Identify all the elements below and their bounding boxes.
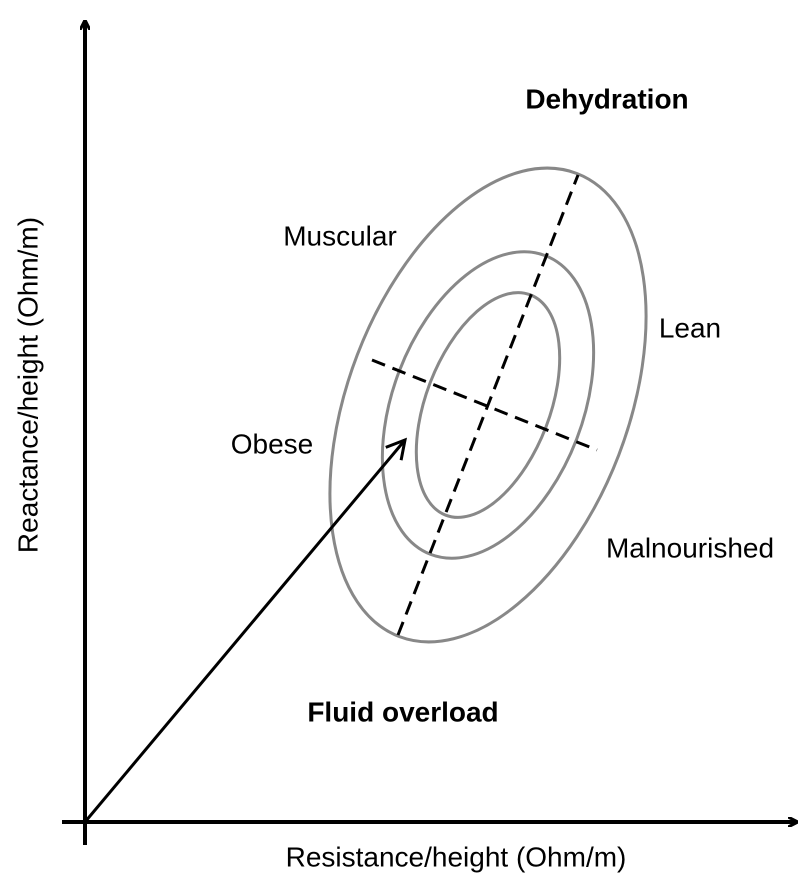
region-label: Lean <box>659 312 721 343</box>
impedance-vector <box>83 437 407 823</box>
region-label: Muscular <box>283 220 397 251</box>
region-label: Dehydration <box>525 83 688 114</box>
axes <box>62 22 796 845</box>
dashed-axes <box>371 174 598 636</box>
region-label: Malnourished <box>606 532 774 563</box>
x-axis-label: Resistance/height (Ohm/m) <box>286 841 627 872</box>
major-axis <box>396 174 580 636</box>
region-label: Fluid overload <box>307 696 498 727</box>
minor-axis <box>371 358 598 452</box>
ellipse-95 <box>328 166 648 644</box>
y-axis-label: Reactance/height (Ohm/m) <box>12 217 43 553</box>
region-label: Obese <box>231 428 314 459</box>
